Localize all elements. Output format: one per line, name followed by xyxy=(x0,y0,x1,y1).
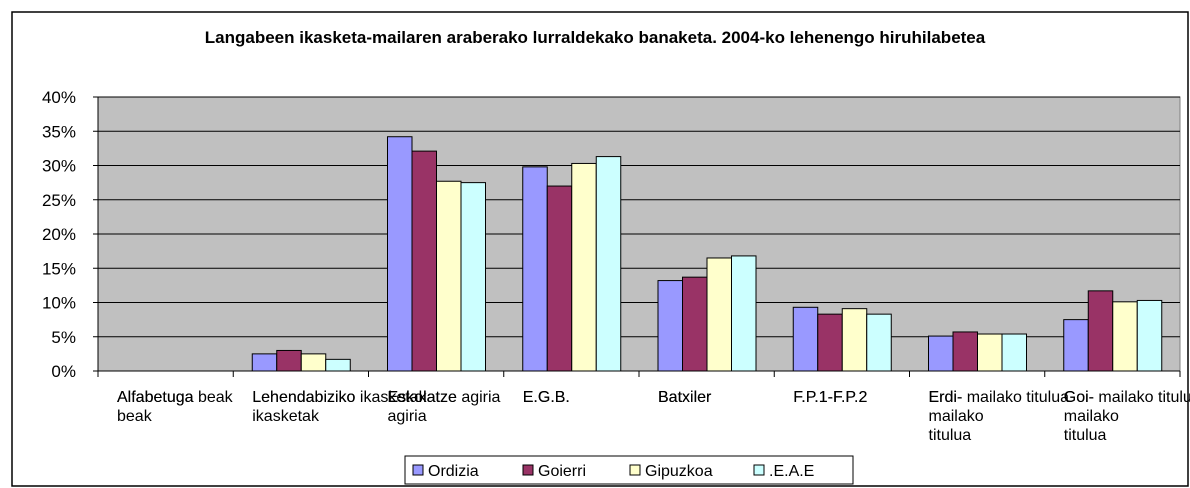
bar xyxy=(325,358,351,372)
legend-swatch xyxy=(629,464,641,476)
x-tick-label: E.G.B.E.G.B. xyxy=(523,389,570,406)
bar xyxy=(251,353,278,372)
legend-swatch xyxy=(753,464,765,476)
bar xyxy=(436,180,462,372)
bar xyxy=(1112,301,1138,372)
bar xyxy=(977,333,1003,372)
legend-box xyxy=(404,455,854,485)
x-tick-label: F.P.1-F.P.2F.P.1-F.P.2 xyxy=(793,389,867,406)
y-tick-label: 25% xyxy=(42,191,76,210)
y-tick-label: 35% xyxy=(42,122,76,141)
y-tick-label: 20% xyxy=(42,225,76,244)
bar xyxy=(1136,299,1163,372)
bar xyxy=(411,150,437,372)
y-tick-label: 5% xyxy=(51,328,76,347)
bar xyxy=(571,162,597,372)
bar xyxy=(817,313,843,372)
bar xyxy=(657,280,683,372)
bar xyxy=(276,349,302,372)
bar xyxy=(706,257,732,372)
bar xyxy=(792,306,819,372)
bar xyxy=(928,335,954,372)
legend-swatch xyxy=(412,464,424,476)
y-tick-label: 0% xyxy=(51,362,76,381)
legend-swatch xyxy=(522,464,534,476)
bar xyxy=(841,308,868,372)
y-tick-label: 10% xyxy=(42,294,76,313)
legend-label: Goierri xyxy=(538,463,586,480)
bar xyxy=(866,313,892,372)
y-tick-label: 40% xyxy=(42,88,76,107)
legend-label: Gipuzkoa xyxy=(645,463,713,480)
bar xyxy=(387,136,413,372)
bar xyxy=(546,185,573,372)
bar xyxy=(1087,290,1114,372)
legend-label: Ordizia xyxy=(428,463,479,480)
y-tick-label: 30% xyxy=(42,157,76,176)
bar xyxy=(731,255,757,372)
bar xyxy=(595,156,622,372)
y-tick-label: 15% xyxy=(42,259,76,278)
bar xyxy=(682,276,708,372)
bar xyxy=(952,331,978,372)
chart-title: Langabeen ikasketa-mailaren araberako lu… xyxy=(205,28,986,47)
bar xyxy=(460,182,486,372)
bar xyxy=(1063,319,1089,372)
legend-label: .E.A.E xyxy=(769,463,814,480)
x-tick-label: BatxilerBatxiler xyxy=(658,389,712,406)
bar xyxy=(1001,333,1027,372)
bar xyxy=(300,353,327,372)
bar xyxy=(522,166,548,372)
